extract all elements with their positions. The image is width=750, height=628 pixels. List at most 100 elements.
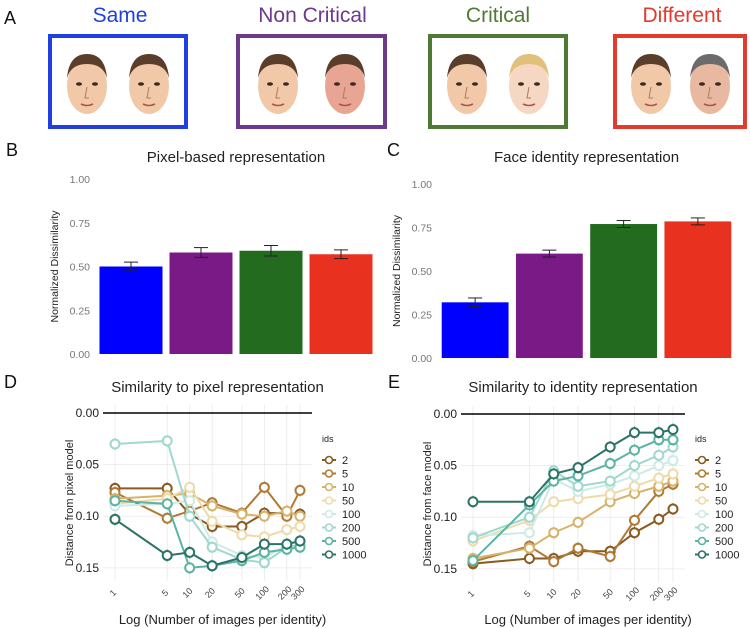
y-tick-label: 0.75 [70, 218, 91, 230]
y-tick-label: 0.25 [70, 305, 91, 317]
condition-box-critical [428, 34, 568, 129]
face-portrait-icon [447, 53, 487, 114]
data-point [572, 516, 584, 528]
face-mouth-icon [80, 102, 94, 106]
face-portrait-icon [67, 53, 107, 114]
error-bar [334, 249, 348, 260]
legend-item: 5 [695, 469, 721, 481]
bar-different [309, 254, 373, 354]
face-hair-icon [630, 53, 671, 78]
condition-title-non-critical: Non Critical [258, 4, 367, 27]
data-point [184, 510, 196, 522]
face-eye-icon [534, 81, 540, 86]
legend-label: 500 [715, 536, 733, 548]
data-point [236, 552, 248, 564]
face-skin-icon [67, 57, 107, 114]
face-hair-icon [257, 53, 298, 78]
x-tick-label: 300 [289, 584, 307, 602]
face-mouth-icon [644, 102, 657, 106]
x-tick-label: 300 [662, 585, 680, 603]
data-point [572, 480, 584, 492]
data-point [236, 529, 248, 541]
legend-item: 5 [322, 469, 348, 481]
legend-swatch-point [324, 496, 334, 505]
error-bar [690, 217, 705, 226]
face-nose-icon [342, 86, 348, 98]
legend-item: 2 [695, 455, 721, 467]
face-mouth-icon [703, 102, 716, 106]
y-tick-label: 0.50 [70, 262, 91, 274]
legend-label: 10 [715, 482, 727, 494]
face-nose-icon [146, 86, 151, 98]
legend-label: 2 [342, 455, 348, 467]
error-bar [616, 220, 631, 228]
y-tick-label: 0.00 [76, 406, 100, 420]
data-point [206, 541, 218, 553]
line-chart-pixel: Similarity to pixel representation Distan… [64, 379, 366, 627]
data-point [281, 538, 293, 550]
legend-label: 50 [342, 496, 354, 508]
face-nose-icon [526, 86, 531, 98]
face-eye-icon [334, 81, 341, 86]
face-mouth-icon [142, 102, 156, 106]
x-tick-label: 20 [203, 586, 217, 600]
y-tick-label: 0.10 [434, 510, 458, 524]
face-eye-icon [154, 81, 160, 86]
data-point [523, 496, 535, 508]
legend-swatch-point [324, 536, 334, 546]
face-hair-icon [129, 53, 169, 78]
bar-non-critical [169, 252, 233, 354]
series-1000 [467, 423, 679, 508]
data-point [109, 438, 121, 450]
legend-item: 200 [322, 523, 360, 535]
data-point [236, 508, 248, 520]
data-point [523, 553, 535, 565]
x-tick-label: 100 [624, 585, 642, 603]
data-point [467, 496, 479, 508]
x-tick-label: 100 [253, 584, 271, 602]
legend-label: 100 [715, 509, 733, 521]
face-skin-icon [509, 57, 549, 114]
data-point [294, 521, 306, 533]
face-eye-icon [714, 81, 721, 86]
face-eye-icon [456, 81, 462, 86]
data-point [667, 468, 679, 480]
data-point [548, 527, 560, 539]
line-chart-identity: Similarity to identity representation Dis… [422, 379, 739, 627]
face-skin-icon [129, 57, 169, 114]
error-bar [468, 297, 483, 308]
legend-label: 200 [342, 523, 360, 535]
y-tick-label: 0.15 [76, 561, 100, 575]
legend-item: 1000 [695, 550, 739, 562]
data-point [628, 460, 640, 472]
data-point [523, 527, 535, 539]
bar-chart-pixel: Pixel-based representation Normalized Dis… [49, 149, 373, 361]
condition-title-same: Same [92, 4, 148, 27]
legend-label: 100 [342, 509, 360, 521]
legend-label: 1000 [342, 550, 366, 562]
face-skin-icon [447, 57, 487, 114]
x-tick-label: 1 [466, 589, 477, 600]
error-bar [542, 249, 557, 258]
legend-item: 500 [322, 536, 360, 548]
face-hair-icon [509, 53, 549, 78]
data-point [258, 538, 270, 550]
panel-letter-d: D [4, 372, 17, 392]
bar-same [441, 302, 509, 358]
legend-item: 1000 [322, 550, 366, 562]
face-nose-icon [464, 86, 469, 98]
x-tick-label: 50 [233, 586, 247, 600]
data-point [109, 495, 121, 507]
face-eye-icon [138, 81, 144, 86]
condition-box-non-critical [236, 34, 387, 129]
plot-background [103, 405, 312, 581]
face-eye-icon [76, 81, 82, 86]
face-portrait-icon [257, 53, 298, 114]
y-tick-label: 0.00 [434, 407, 458, 421]
data-point [184, 562, 196, 574]
x-axis-label: Log (Number of images per identity) [484, 612, 691, 627]
face-nose-icon [706, 86, 712, 98]
y-tick-label: 0.75 [412, 223, 433, 235]
face-portrait-icon [689, 53, 730, 114]
data-point [628, 444, 640, 456]
